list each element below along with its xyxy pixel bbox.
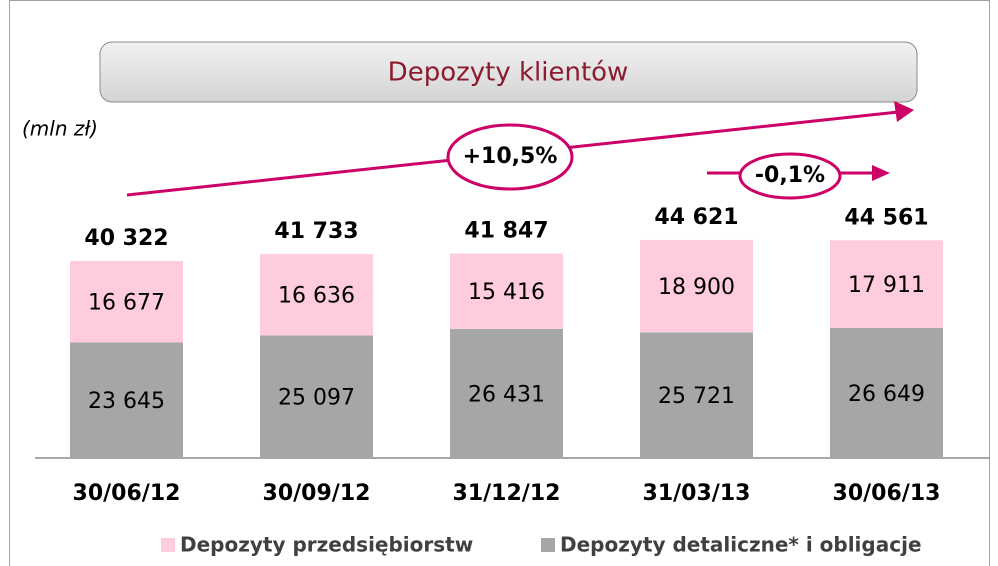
x-tick-label: 31/12/12 [453,481,561,506]
bar-segment [640,239,753,333]
legend-swatch [161,538,175,552]
legend-swatch [541,538,555,552]
x-tick-label: 30/09/12 [263,481,371,506]
total-label: 40 322 [84,226,168,251]
annotation-ellipse [738,152,842,200]
bar-segment [830,240,943,328]
data-label: 15 416 [468,280,545,305]
bar-segment [70,342,183,458]
legend-label: Depozyty detaliczne* i obligacje [560,533,922,557]
x-tick-label: 31/03/13 [643,481,751,506]
bar-segment [640,332,753,458]
data-label: 16 636 [278,284,355,309]
data-label: 18 900 [658,275,735,300]
data-label: 16 677 [88,291,165,316]
bar-segment [450,253,563,329]
data-label: 23 645 [88,389,165,414]
arrow-head [894,101,914,122]
total-label: 44 561 [844,205,928,230]
bar-segment [450,328,563,458]
chart-title: Depozyty klientów [388,58,629,88]
bar-segment [260,254,373,336]
annotation: +10,5% [463,144,558,169]
annotation: -0,1% [755,163,825,188]
legend-label: Depozyty przedsiębiorstw [180,533,473,557]
frame [9,0,990,566]
bar-segment [260,335,373,458]
data-label: 26 431 [468,382,545,407]
total-label: 41 733 [274,219,358,244]
data-label: 25 721 [658,384,735,409]
title-box [99,41,918,103]
total-label: 44 621 [654,205,738,230]
data-label: 17 911 [848,273,925,298]
unit-label: (mln zł) [22,117,98,141]
arrows [126,101,914,200]
x-tick-label: 30/06/12 [73,481,181,506]
bar-segment [830,327,943,458]
annotation-ellipse [446,123,574,191]
data-label: 26 649 [848,382,925,407]
x-tick-label: 30/06/13 [833,481,941,506]
arrow-head [872,165,890,181]
total-label: 41 847 [464,219,548,244]
bar-segment [70,260,183,343]
data-label: 25 097 [278,386,355,411]
